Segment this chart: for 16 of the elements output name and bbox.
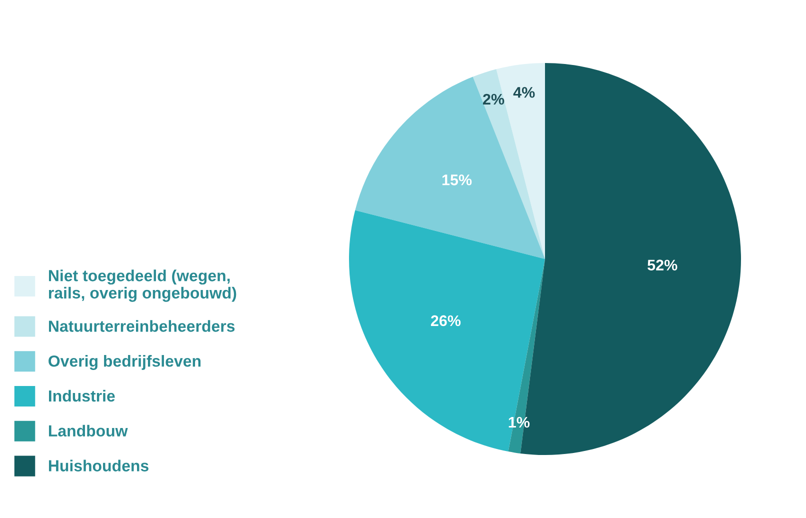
pie-slice	[349, 210, 545, 452]
data-label: 4%	[513, 87, 535, 98]
legend-label: Niet toegedeeld (wegen, rails, overig ongebouwd)	[48, 270, 236, 302]
data-label: 26%	[430, 315, 461, 326]
pie-slice	[508, 259, 545, 454]
legend-label: Overig bedrijfsleven	[48, 355, 200, 370]
legend-label: Natuurterreinbeheerders	[48, 320, 235, 332]
pie-slice	[355, 76, 545, 259]
legend-label: Landbouw	[48, 424, 128, 437]
data-label: 15%	[442, 174, 472, 186]
legend-label: Huishoudens	[48, 460, 148, 472]
data-label: 1%	[508, 416, 530, 428]
data-label: 52%	[648, 260, 678, 270]
pie-slice	[472, 69, 545, 259]
legend-label: Industrie	[48, 390, 115, 402]
data-label: 2%	[483, 94, 504, 105]
